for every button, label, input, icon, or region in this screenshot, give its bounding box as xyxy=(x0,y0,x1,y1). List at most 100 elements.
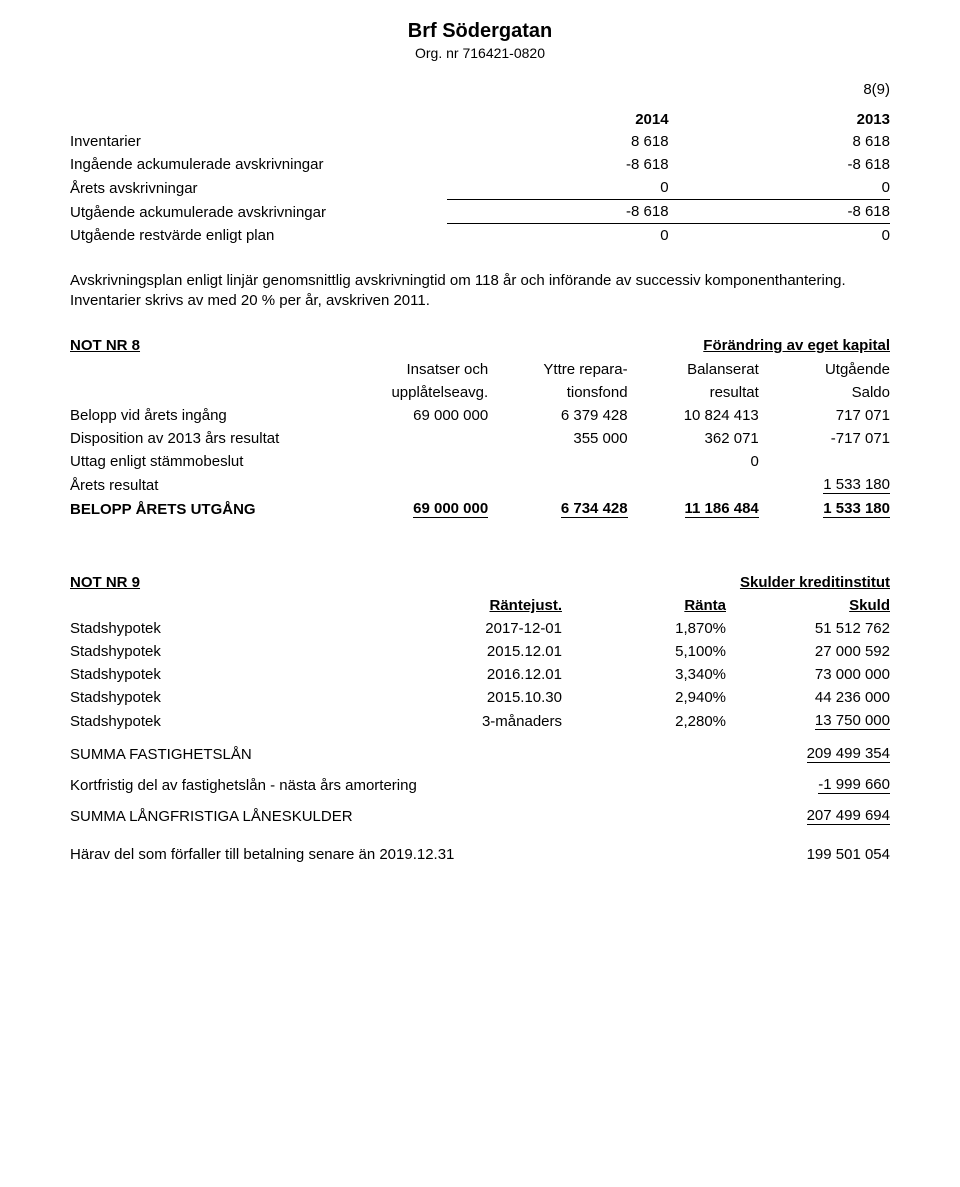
row-value: 207 499 694 xyxy=(807,807,890,825)
not8-title-row: NOT NR 8 Förändring av eget kapital xyxy=(70,334,890,357)
row-value: 3,340% xyxy=(562,663,726,686)
table-row: Stadshypotek 2015.10.30 2,940% 44 236 00… xyxy=(70,686,890,709)
row-label: BELOPP ÅRETS UTGÅNG xyxy=(70,497,349,521)
row-value: 1 533 180 xyxy=(823,476,890,494)
not9-label: NOT NR 9 xyxy=(70,571,398,594)
row-label: Disposition av 2013 års resultat xyxy=(70,427,349,450)
col-header: Ränta xyxy=(562,594,726,617)
row-value: 0 xyxy=(447,224,668,248)
row-value: 355 000 xyxy=(488,427,627,450)
amortization-row: Kortfristig del av fastighetslån - nästa… xyxy=(70,766,890,797)
total-row: BELOPP ÅRETS UTGÅNG 69 000 000 6 734 428… xyxy=(70,497,890,521)
col-header: Saldo xyxy=(759,381,890,404)
row-label: Härav del som förfaller till betalning s… xyxy=(70,828,726,866)
row-label: Stadshypotek xyxy=(70,640,398,663)
page-number: 8(9) xyxy=(70,81,890,98)
row-value: 6 734 428 xyxy=(561,500,628,518)
table-row: Utgående ackumulerade avskrivningar -8 6… xyxy=(70,200,890,224)
year-header-row: 2014 2013 xyxy=(70,108,890,130)
col-header: Insatser och xyxy=(349,357,488,381)
table-row: Utgående restvärde enligt plan 0 0 xyxy=(70,224,890,248)
row-value: -8 618 xyxy=(669,153,890,176)
row-value: 69 000 000 xyxy=(413,500,488,518)
row-value: -1 999 660 xyxy=(818,776,890,794)
org-number: Org. nr 716421-0820 xyxy=(70,45,890,61)
col-header: Utgående xyxy=(759,357,890,381)
year-2013: 2013 xyxy=(857,111,890,128)
not8-table: NOT NR 8 Förändring av eget kapital Insa… xyxy=(70,334,890,521)
table-row: Härav del som förfaller till betalning s… xyxy=(70,828,890,866)
depreciation-paragraph: Avskrivningsplan enligt linjär genomsnit… xyxy=(70,271,890,310)
row-value: 69 000 000 xyxy=(349,404,488,427)
row-value: 2,940% xyxy=(562,686,726,709)
row-value: 0 xyxy=(669,224,890,248)
row-label: Årets resultat xyxy=(70,473,349,497)
row-label: Stadshypotek xyxy=(70,663,398,686)
sum-row: SUMMA FASTIGHETSLÅN 209 499 354 xyxy=(70,733,890,766)
row-value: 2015.12.01 xyxy=(398,640,562,663)
row-value: 27 000 592 xyxy=(726,640,890,663)
row-value: 73 000 000 xyxy=(726,663,890,686)
paragraph-line: Avskrivningsplan enligt linjär genomsnit… xyxy=(70,271,890,291)
row-value: 5,100% xyxy=(562,640,726,663)
row-label: Belopp vid årets ingång xyxy=(70,404,349,427)
row-label: Årets avskrivningar xyxy=(70,176,447,200)
table-row: Uttag enligt stämmobeslut 0 xyxy=(70,450,890,473)
row-value: 3-månaders xyxy=(398,709,562,733)
org-title: Brf Södergatan xyxy=(70,20,890,43)
table-row: Stadshypotek 2015.12.01 5,100% 27 000 59… xyxy=(70,640,890,663)
row-value: 0 xyxy=(628,450,759,473)
row-label: Ingående ackumulerade avskrivningar xyxy=(70,153,447,176)
table-row: Stadshypotek 2017-12-01 1,870% 51 512 76… xyxy=(70,617,890,640)
row-value: -8 618 xyxy=(447,200,668,224)
table-row: Årets resultat 1 533 180 xyxy=(70,473,890,497)
year-2014: 2014 xyxy=(635,111,668,128)
not9-table: NOT NR 9 Skulder kreditinstitut Räntejus… xyxy=(70,571,890,866)
row-value: -717 071 xyxy=(759,427,890,450)
paragraph-line: Inventarier skrivs av med 20 % per år, a… xyxy=(70,291,890,311)
row-value: -8 618 xyxy=(447,153,668,176)
table-header-row: upplåtelseavg. tionsfond resultat Saldo xyxy=(70,381,890,404)
row-label: Utgående ackumulerade avskrivningar xyxy=(70,200,447,224)
table-row: Belopp vid årets ingång 69 000 000 6 379… xyxy=(70,404,890,427)
row-value: 2015.10.30 xyxy=(398,686,562,709)
row-value: 1,870% xyxy=(562,617,726,640)
page: Brf Södergatan Org. nr 716421-0820 8(9) … xyxy=(0,0,960,1187)
row-value: 1 533 180 xyxy=(823,500,890,518)
table-header-row: Insatser och Yttre repara- Balanserat Ut… xyxy=(70,357,890,381)
row-value: 0 xyxy=(669,176,890,200)
col-header: upplåtelseavg. xyxy=(349,381,488,404)
not8-label: NOT NR 8 xyxy=(70,334,349,357)
row-value: 717 071 xyxy=(759,404,890,427)
row-label: Uttag enligt stämmobeslut xyxy=(70,450,349,473)
table-row: Disposition av 2013 års resultat 355 000… xyxy=(70,427,890,450)
row-value: 10 824 413 xyxy=(628,404,759,427)
col-header: Balanserat xyxy=(628,357,759,381)
table-row: Stadshypotek 3-månaders 2,280% 13 750 00… xyxy=(70,709,890,733)
not8-title: Förändring av eget kapital xyxy=(488,334,890,357)
row-value: 209 499 354 xyxy=(807,745,890,763)
table-row: Årets avskrivningar 0 0 xyxy=(70,176,890,200)
inventarier-table: 2014 2013 Inventarier 8 618 8 618 Ingåen… xyxy=(70,108,890,247)
table-header-row: Räntejust. Ränta Skuld xyxy=(70,594,890,617)
row-value: 362 071 xyxy=(628,427,759,450)
row-label: Inventarier xyxy=(70,130,447,153)
row-value: 2017-12-01 xyxy=(398,617,562,640)
row-value: 44 236 000 xyxy=(726,686,890,709)
row-value: 6 379 428 xyxy=(488,404,627,427)
row-value: 0 xyxy=(447,176,668,200)
row-label: Stadshypotek xyxy=(70,709,398,733)
table-row: Inventarier 8 618 8 618 xyxy=(70,130,890,153)
row-value: 2016.12.01 xyxy=(398,663,562,686)
table-row: Stadshypotek 2016.12.01 3,340% 73 000 00… xyxy=(70,663,890,686)
col-header: resultat xyxy=(628,381,759,404)
table-row: Ingående ackumulerade avskrivningar -8 6… xyxy=(70,153,890,176)
row-value: 51 512 762 xyxy=(726,617,890,640)
col-header: Räntejust. xyxy=(398,594,562,617)
row-value: 8 618 xyxy=(669,130,890,153)
row-value: 199 501 054 xyxy=(726,828,890,866)
not9-title-row: NOT NR 9 Skulder kreditinstitut xyxy=(70,571,890,594)
row-value xyxy=(349,427,488,450)
row-label: SUMMA FASTIGHETSLÅN xyxy=(70,733,726,766)
row-label: Stadshypotek xyxy=(70,617,398,640)
